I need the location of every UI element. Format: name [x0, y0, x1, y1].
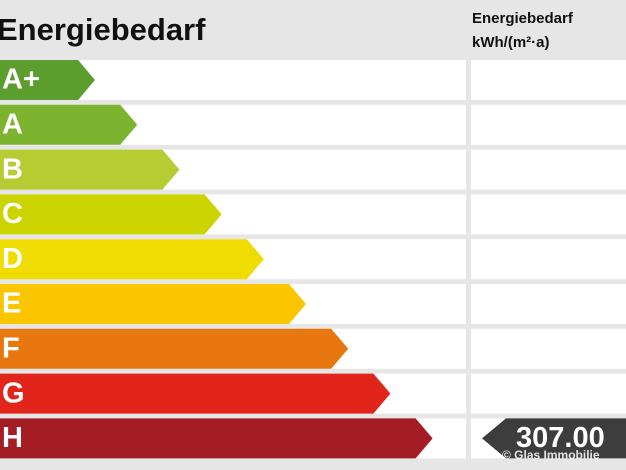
class-arrow	[0, 418, 433, 459]
copyright: © Glas Immobilie	[502, 448, 600, 462]
class-arrow	[0, 373, 391, 414]
class-label: B	[2, 153, 23, 185]
class-arrow	[0, 149, 180, 190]
class-label: H	[2, 422, 23, 454]
class-arrow	[0, 60, 95, 100]
class-label: C	[2, 198, 23, 230]
class-label: D	[2, 243, 23, 275]
class-arrow	[0, 239, 264, 280]
class-arrow	[0, 284, 306, 324]
class-label: A+	[2, 64, 40, 96]
rating-value: 307.00	[516, 422, 605, 454]
column-unit: kWh/(m²·a)	[472, 34, 550, 51]
row-right	[471, 149, 626, 190]
column-title: Energiebedarf	[472, 10, 574, 27]
rating-marker	[482, 418, 626, 459]
label-title: Energiebedarf	[0, 12, 206, 47]
row-right	[471, 60, 626, 100]
class-label: G	[2, 377, 25, 409]
row-right	[471, 284, 626, 324]
class-label: E	[2, 288, 21, 320]
class-label: A	[2, 108, 23, 140]
row-right	[471, 328, 626, 369]
row-right	[471, 239, 626, 280]
row-right	[471, 373, 626, 414]
row-right	[471, 104, 626, 145]
class-label: F	[2, 332, 20, 364]
class-arrow	[0, 104, 138, 145]
class-arrow	[0, 194, 222, 235]
class-arrow	[0, 328, 349, 369]
row-right	[471, 194, 626, 235]
